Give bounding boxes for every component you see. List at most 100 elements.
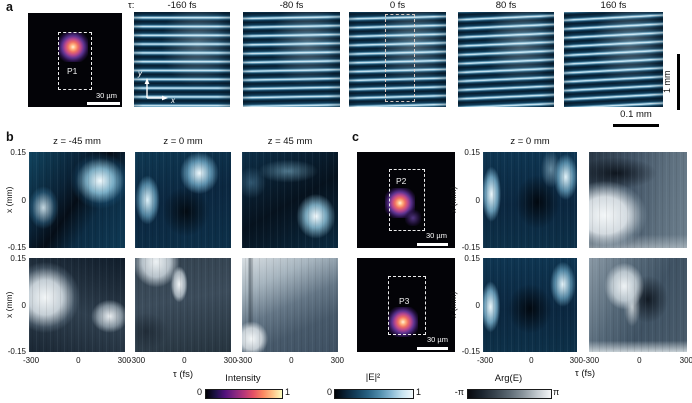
panel-b-label: b: [6, 130, 14, 144]
b-row2-y-ticks: 0.15 0 -0.15: [0, 254, 26, 356]
scalebar-01mm-label: 0.1 mm: [620, 109, 652, 120]
x-tick: 300: [679, 356, 692, 365]
p1-roi-rect: [58, 32, 92, 90]
b-field-map-z-45: [242, 152, 338, 248]
phase-colorbar-max: π: [553, 387, 560, 397]
x-tick: -300: [477, 356, 494, 365]
axes-arrows-icon: [144, 78, 168, 101]
c-row1-y-axis-label: x (mm): [448, 186, 458, 214]
c-row1-y-ticks: 0.15 0 -0.15: [453, 148, 480, 252]
fringe-pattern: [134, 12, 230, 107]
field-colorbar-max: 1: [416, 387, 422, 397]
fringe-pattern: [458, 12, 554, 107]
y-tick: -0.15: [461, 347, 480, 356]
x-axis-arrow-label: x: [171, 96, 175, 105]
x-tick: 300: [569, 356, 583, 365]
scalebar-1mm-label: 1 mm: [662, 70, 672, 94]
phase-colorbar: [467, 389, 552, 399]
delay-title-0fs: 0 fs: [389, 0, 406, 11]
y-tick: 0.15: [10, 254, 26, 263]
scalebar-1mm-bar: [677, 54, 680, 110]
y-axis-arrow-label: y: [138, 69, 142, 78]
x-tick: 0: [76, 356, 81, 365]
x-tick: -300: [236, 356, 253, 365]
tau-axis-label: τ:: [128, 0, 135, 11]
x-tick: 300: [223, 356, 237, 365]
b-col2-x-ticks: -300 0 300: [129, 356, 237, 365]
p1-hotspot: [58, 32, 88, 62]
x-tick: 0: [289, 356, 294, 365]
interference-map-80fs: [458, 12, 554, 107]
p1-label: P1: [67, 66, 78, 76]
b-column-title-z-0: z = 0 mm: [163, 136, 203, 147]
c-row2-y-axis-label: x (mm): [448, 291, 458, 319]
interference-map-0fs: [349, 12, 446, 107]
y-tick: 0.15: [464, 254, 480, 263]
p1-scalebar-bar: [87, 102, 120, 105]
intensity-colorbar: [205, 389, 283, 399]
x-tick: 300: [117, 356, 131, 365]
intensity-colorbar-label: Intensity: [225, 373, 261, 384]
nearfield-p1-image: P1 30 µm: [28, 13, 122, 107]
b-phase-map-z-minus45: [29, 258, 125, 352]
field-colorbar-label: |E|²: [365, 372, 381, 383]
p1-scalebar-label: 30 µm: [96, 91, 117, 100]
field-colorbar: [334, 389, 414, 399]
interference-map-minus80fs: [243, 12, 340, 107]
delay-title-minus80fs: -80 fs: [279, 0, 304, 11]
x-tick: -300: [23, 356, 40, 365]
panel-a-label: a: [6, 0, 13, 14]
x-tick: 0: [529, 356, 534, 365]
b-field-map-z-0: [135, 152, 231, 248]
c-phase-map-p3: [589, 258, 687, 352]
b-x-axis-label: τ (fs): [172, 369, 194, 380]
p3-label: P3: [399, 296, 410, 306]
b-row1-y-ticks: 0.15 0 -0.15: [0, 148, 26, 252]
b-col1-x-ticks: -300 0 300: [23, 356, 131, 365]
c-phase-map-p2: [589, 152, 687, 248]
p2-scalebar-label: 30 µm: [426, 231, 447, 240]
panel-c-label: c: [352, 130, 359, 144]
p3-scalebar-bar: [417, 347, 448, 350]
interference-map-160fs: [564, 12, 663, 107]
fringe-pattern: [564, 12, 663, 107]
c-field-map-p3: [483, 258, 577, 352]
delay-title-minus160fs: -160 fs: [167, 0, 197, 11]
interference-map-minus160fs: y x: [134, 12, 230, 107]
c-col2-x-ticks: -300 0 300: [583, 356, 692, 365]
y-tick: 0: [475, 195, 480, 205]
x-tick: -300: [583, 356, 600, 365]
x-tick: -300: [129, 356, 146, 365]
p2-roi-rect: [389, 169, 425, 231]
y-tick: -0.15: [7, 243, 26, 252]
y-tick: 0.15: [10, 148, 26, 157]
c-x-axis-label: τ (fs): [574, 368, 596, 379]
y-tick: 0: [21, 300, 26, 310]
b-column-title-z-45: z = 45 mm: [267, 136, 313, 147]
xy-axes-icon: y x: [138, 69, 175, 105]
fringe-pattern: [243, 12, 340, 107]
b-field-map-z-minus45: [29, 152, 125, 248]
x-tick: 300: [330, 356, 344, 365]
y-tick: -0.15: [461, 243, 480, 252]
nearfield-p3-image: P3 30 µm: [357, 258, 455, 352]
x-tick: 0: [182, 356, 187, 365]
y-tick: -0.15: [7, 347, 26, 356]
b-phase-map-z-0: [135, 258, 231, 352]
b-row1-y-axis-label: x (mm): [4, 186, 14, 214]
y-tick: 0.15: [464, 148, 480, 157]
scalebar-01mm-bar: [613, 124, 659, 127]
p2-secondary-spot: [405, 210, 421, 226]
c-col1-x-ticks: -300 0 300: [477, 356, 583, 365]
field-colorbar-min: 0: [326, 387, 332, 397]
p3-hotspot: [388, 307, 418, 337]
c-title-z-0: z = 0 mm: [510, 136, 550, 147]
y-tick: 0: [475, 300, 480, 310]
0fs-roi-rect: [385, 14, 415, 102]
intensity-colorbar-min: 0: [196, 387, 202, 397]
b-row2-y-axis-label: x (mm): [4, 291, 14, 319]
intensity-colorbar-max: 1: [285, 387, 291, 397]
c-field-map-p2: [483, 152, 577, 248]
x-tick: 0: [637, 356, 642, 365]
delay-title-80fs: 80 fs: [495, 0, 517, 11]
